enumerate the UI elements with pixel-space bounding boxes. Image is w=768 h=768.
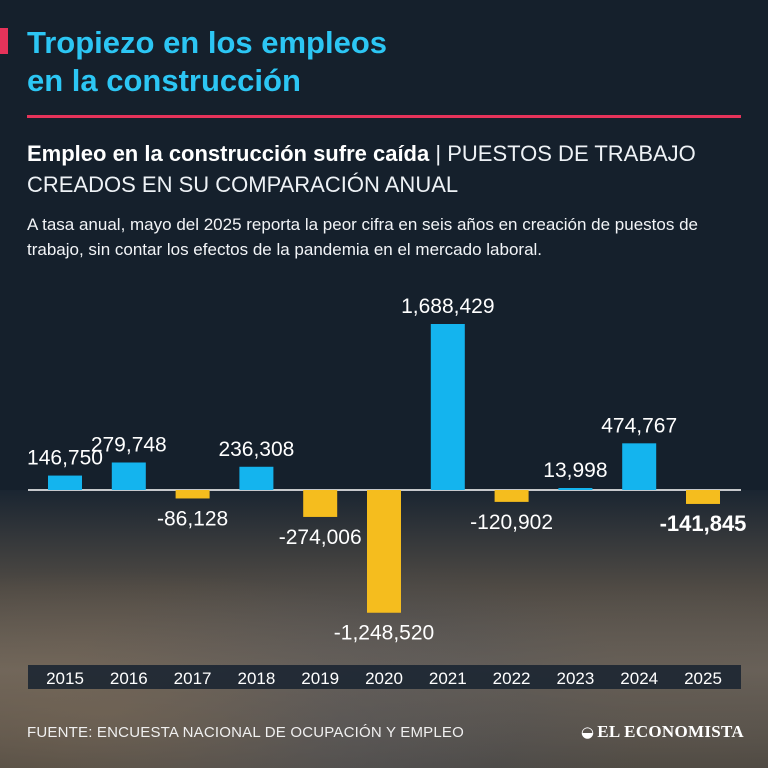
x-tick-2024: 2024	[620, 669, 658, 688]
category-axis-band	[28, 665, 741, 689]
logo-text: EL ECONOMISTA	[597, 722, 744, 741]
x-tick-2016: 2016	[110, 669, 148, 688]
bar-2016	[111, 462, 146, 490]
title-line-1: Tropiezo en los empleos	[27, 25, 388, 60]
data-label-2016: 279,748	[91, 433, 167, 456]
data-label-2022: -120,902	[470, 511, 553, 534]
subtitle-separator: |	[435, 141, 442, 166]
data-label-2015: 146,750	[27, 447, 103, 470]
bar-2021	[430, 324, 465, 490]
subtitle-bold: Empleo en la construcción sufre caída	[27, 141, 430, 166]
title-line-2: en la construcción	[27, 63, 301, 98]
title-divider	[27, 115, 741, 118]
data-label-2021: 1,688,429	[401, 295, 494, 318]
bar-2020	[367, 490, 401, 613]
data-label-2025: -141,845	[660, 511, 747, 536]
page-title: Tropiezo en los empleos en la construcci…	[27, 24, 747, 100]
x-tick-2017: 2017	[174, 669, 212, 688]
title-accent-bar	[0, 28, 8, 54]
subtitle-rest: PUESTOS DE TRABAJO CREADOS EN SU COMPARA…	[27, 141, 696, 197]
brand-logo: ◒ EL ECONOMISTA	[581, 722, 744, 742]
x-tick-2019: 2019	[301, 669, 339, 688]
bar-2015	[48, 475, 82, 490]
bar-2022	[494, 490, 529, 502]
data-label-2019: -274,006	[279, 526, 362, 549]
economista-mark-icon: ◒	[580, 723, 595, 741]
bar-2017	[175, 490, 210, 499]
data-label-2017: -86,128	[157, 507, 228, 530]
bar-2024	[622, 443, 657, 490]
data-label-2023: 13,998	[543, 459, 607, 482]
x-tick-2018: 2018	[237, 669, 275, 688]
bar-2023	[558, 488, 593, 490]
bar-2019	[303, 490, 338, 517]
x-tick-2023: 2023	[556, 669, 594, 688]
data-label-2020: -1,248,520	[334, 622, 434, 645]
x-tick-2015: 2015	[46, 669, 84, 688]
chart-subtitle: Empleo en la construcción sufre caída | …	[27, 138, 747, 200]
x-tick-2021: 2021	[429, 669, 467, 688]
x-tick-2025: 2025	[684, 669, 722, 688]
bar-2018	[239, 466, 274, 490]
bar-2025	[686, 490, 720, 504]
x-tick-2020: 2020	[365, 669, 403, 688]
data-label-2018: 236,308	[218, 438, 294, 461]
data-label-2024: 474,767	[601, 414, 677, 437]
source-note: FUENTE: ENCUESTA NACIONAL DE OCUPACIÓN Y…	[27, 724, 464, 741]
chart-description: A tasa anual, mayo del 2025 reporta la p…	[27, 215, 698, 259]
x-tick-2022: 2022	[493, 669, 531, 688]
